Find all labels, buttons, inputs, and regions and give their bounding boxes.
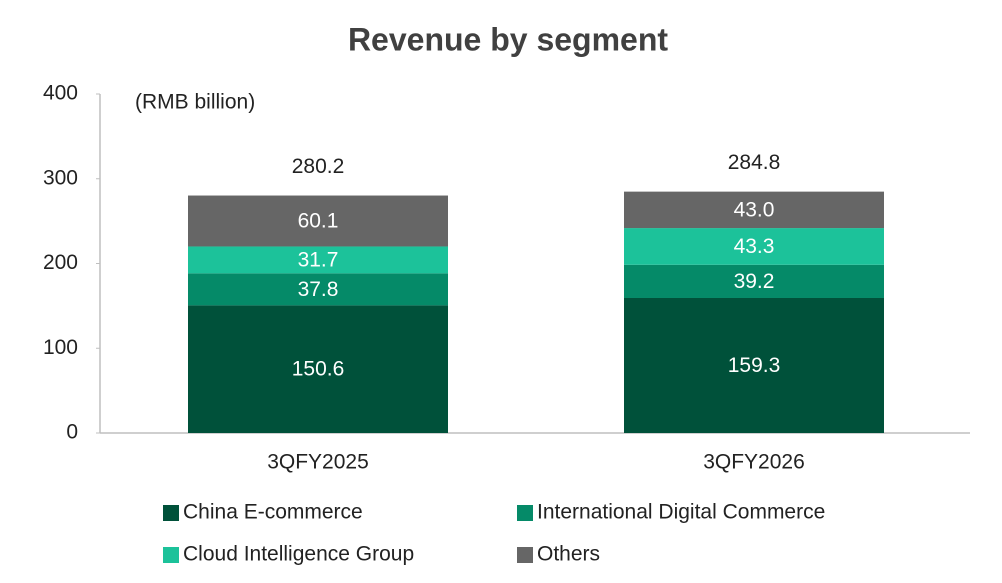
legend-label: Others: [537, 543, 600, 566]
value-label: 43.0: [734, 198, 775, 221]
value-label: 37.8: [298, 278, 339, 301]
chart-title: Revenue by segment: [348, 21, 668, 57]
y-tick-label: 200: [43, 251, 78, 274]
bar-segment: [624, 264, 884, 298]
value-label: 150.6: [292, 358, 345, 381]
total-label: 284.8: [728, 151, 781, 174]
total-label: 280.2: [292, 155, 345, 178]
y-tick-label: 100: [43, 336, 78, 359]
y-tick-label: 300: [43, 166, 78, 189]
bar-segment: [188, 246, 448, 274]
legend-swatch: [163, 547, 179, 563]
value-label: 60.1: [298, 210, 339, 233]
x-tick-label: 3QFY2025: [267, 451, 369, 474]
value-label: 31.7: [298, 248, 339, 271]
bar-segment: [188, 195, 448, 247]
legend-swatch: [517, 505, 533, 521]
value-label: 43.3: [734, 235, 775, 258]
value-label: 159.3: [728, 354, 781, 377]
unit-label: (RMB billion): [135, 91, 255, 114]
legend-swatch: [163, 505, 179, 521]
legend-swatch: [517, 547, 533, 563]
bar-segment: [624, 228, 884, 265]
x-tick-label: 3QFY2026: [703, 451, 805, 474]
legend-label: International Digital Commerce: [537, 501, 825, 524]
bar-segment: [188, 273, 448, 306]
legend-label: Cloud Intelligence Group: [183, 543, 414, 566]
value-label: 39.2: [734, 270, 775, 293]
bar-segment: [624, 191, 884, 229]
legend-label: China E-commerce: [183, 501, 363, 524]
bar-segment: [188, 305, 448, 433]
y-tick-label: 400: [43, 82, 78, 105]
bar-segment: [624, 297, 884, 433]
y-tick-label: 0: [66, 421, 78, 444]
